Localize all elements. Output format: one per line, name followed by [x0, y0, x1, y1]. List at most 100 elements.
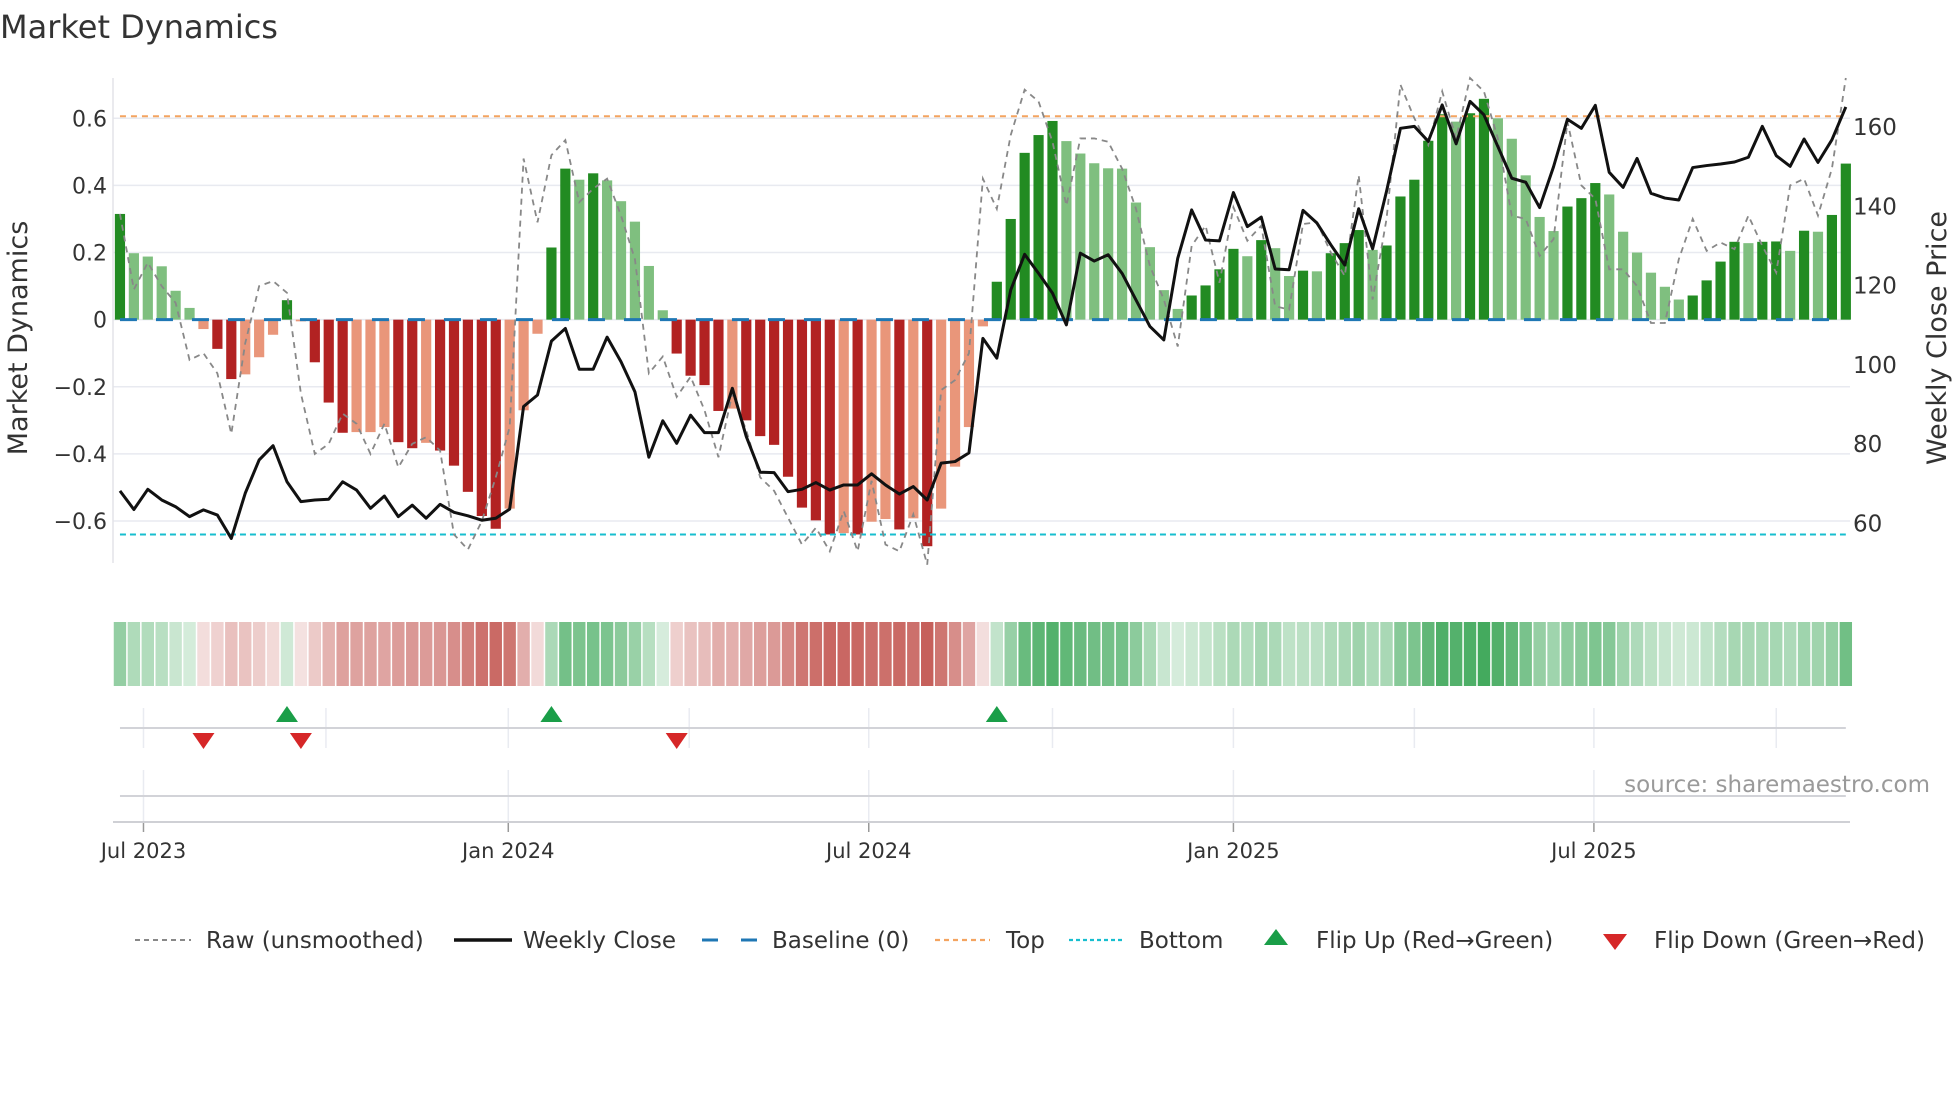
momentum-bar	[1283, 276, 1295, 320]
heat-cell	[127, 622, 141, 686]
axis-ticks: −0.6 −0.4 −0.2 0 0.2 0.4 0.6 60 80 100 120 140 160	[54, 107, 1897, 537]
heat-cell	[447, 622, 461, 686]
momentum-bar	[1089, 163, 1100, 320]
y-tick-label-left: 0.4	[72, 174, 107, 199]
heat-cell	[1185, 622, 1198, 686]
heat-cell	[1686, 622, 1699, 686]
y-tick-label-right: 60	[1853, 511, 1882, 537]
heat-cell	[1018, 622, 1031, 686]
heat-cell	[1338, 622, 1351, 686]
heat-cell	[531, 622, 544, 686]
momentum-bar	[393, 319, 404, 443]
momentum-bar	[448, 319, 460, 466]
momentum-bar	[949, 319, 961, 467]
momentum-bar	[685, 319, 696, 376]
heat-cell	[698, 622, 711, 686]
heat-cell	[169, 622, 182, 686]
momentum-bar	[1200, 285, 1211, 320]
heat-cell	[1408, 622, 1421, 686]
heat-cell	[294, 622, 308, 686]
heat-cell	[211, 622, 224, 686]
heat-cell	[921, 622, 934, 686]
heat-cell	[1255, 622, 1268, 686]
momentum-bar	[254, 319, 265, 358]
momentum-bar	[1701, 280, 1712, 320]
heat-cell	[461, 622, 475, 686]
heat-cell	[252, 622, 266, 686]
momentum-bar	[1409, 179, 1420, 320]
heat-cell	[1783, 622, 1797, 686]
heat-cell	[879, 622, 892, 686]
momentum-bar	[518, 319, 529, 411]
momentum-bar	[1771, 241, 1782, 320]
heat-cell	[1366, 622, 1379, 686]
heat-cell	[1700, 622, 1713, 686]
momentum-bar	[1242, 256, 1253, 320]
x-axis: Jul 2023 Jan 2024 Jul 2024 Jan 2025 Jul 2025	[99, 770, 1850, 863]
y-tick-label-left: 0.6	[72, 107, 107, 132]
x-tick-label: Jul 2023	[99, 839, 186, 863]
momentum-bar	[379, 319, 390, 428]
legend-top-label: Top	[1005, 928, 1045, 954]
raw-unsmoothed-line	[119, 76, 1847, 565]
legend-baseline-label: Baseline (0)	[772, 928, 909, 954]
heat-cell	[1728, 622, 1741, 686]
momentum-bars	[114, 98, 1851, 547]
heat-cell	[1811, 622, 1825, 686]
y-tick-label-left: 0.2	[72, 242, 107, 267]
momentum-bar	[588, 173, 599, 320]
momentum-bar	[1451, 121, 1462, 320]
heat-cell	[1046, 622, 1059, 686]
heat-cell	[141, 622, 154, 686]
momentum-bar	[601, 180, 613, 320]
heat-cell	[600, 622, 614, 686]
momentum-bar	[1534, 216, 1545, 320]
momentum-bar	[546, 247, 557, 320]
heat-cell	[1171, 622, 1184, 686]
momentum-bar	[671, 319, 682, 354]
heat-cell	[614, 622, 628, 686]
legend-flip-down-icon	[1603, 934, 1627, 950]
momentum-bar	[963, 319, 975, 428]
momentum-bar	[699, 319, 710, 386]
heat-cell	[433, 622, 447, 686]
momentum-bar	[1743, 243, 1754, 320]
heat-cell	[559, 622, 572, 686]
heat-cell	[1199, 622, 1212, 686]
heat-cell	[350, 622, 363, 686]
heat-cell	[1714, 622, 1727, 686]
momentum-bar	[1075, 153, 1086, 320]
momentum-bar	[351, 319, 362, 433]
momentum-bar	[1214, 269, 1225, 320]
momentum-bar	[880, 319, 891, 520]
momentum-bar	[991, 281, 1002, 320]
heat-cell	[517, 622, 530, 686]
heat-cell	[1101, 622, 1115, 686]
momentum-bar	[1618, 231, 1629, 320]
momentum-bar	[1339, 243, 1350, 320]
y-tick-label-left: −0.2	[54, 376, 107, 401]
flip-up-marker	[275, 706, 298, 722]
momentum-bar	[267, 319, 279, 335]
heat-cell	[1268, 622, 1282, 686]
heat-cell	[183, 622, 196, 686]
momentum-bar	[1381, 245, 1392, 320]
momentum-bar	[1659, 286, 1670, 320]
heat-cell	[266, 622, 280, 686]
heat-cell	[1060, 622, 1073, 686]
momentum-bar	[1840, 163, 1851, 320]
momentum-bar	[421, 319, 432, 443]
heat-cell	[1449, 622, 1463, 686]
momentum-bar	[1367, 249, 1378, 320]
heat-cell	[1352, 622, 1365, 686]
momentum-bar	[1798, 230, 1810, 320]
heat-cell	[1616, 622, 1630, 686]
momentum-bar	[908, 319, 919, 519]
momentum-bar	[977, 319, 988, 327]
heat-cell	[1589, 622, 1602, 686]
momentum-bar	[1228, 248, 1239, 320]
momentum-bar	[936, 319, 947, 509]
heat-cell	[322, 622, 335, 686]
chart-title: Market Dynamics	[0, 8, 278, 46]
